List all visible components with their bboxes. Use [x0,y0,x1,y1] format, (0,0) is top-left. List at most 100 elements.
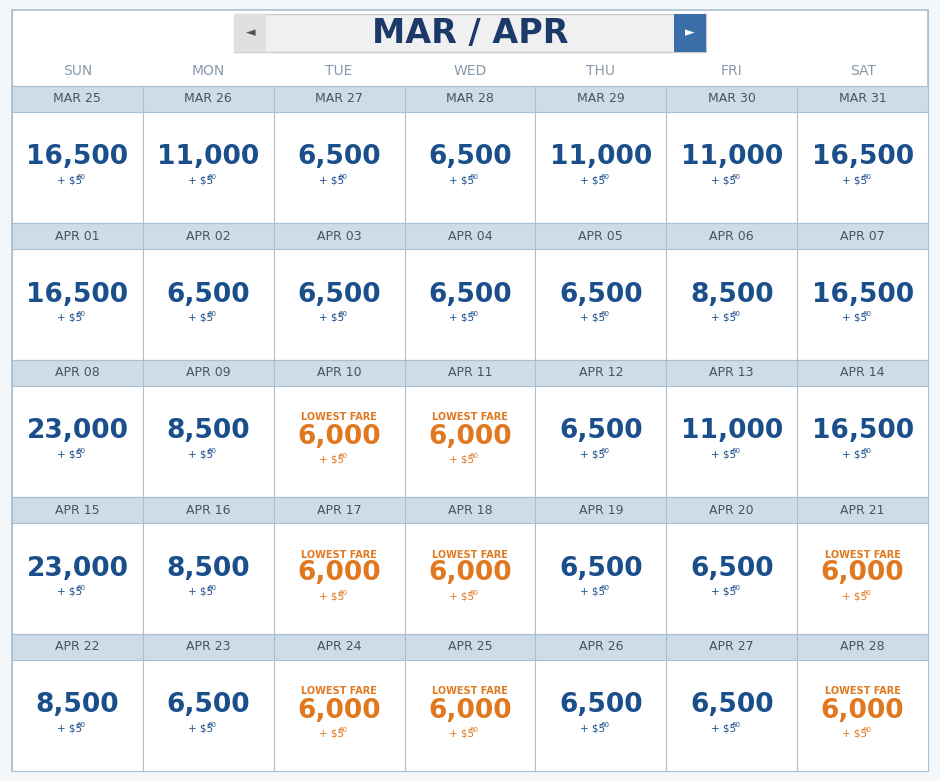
Text: 60: 60 [601,311,609,317]
Text: 60: 60 [77,722,86,728]
Text: APR 25: APR 25 [447,640,493,654]
Text: 6,000: 6,000 [821,697,904,723]
Text: + $5: + $5 [188,312,212,323]
Text: 11,000: 11,000 [681,144,783,170]
Text: + $5: + $5 [580,176,605,186]
Text: + $5: + $5 [56,723,82,733]
Text: APR 27: APR 27 [710,640,754,654]
Text: 60: 60 [469,311,478,317]
Text: 60: 60 [601,722,609,728]
Text: + $5: + $5 [449,729,475,739]
Text: 6,000: 6,000 [429,423,511,450]
Text: 60: 60 [338,311,348,317]
FancyBboxPatch shape [12,86,928,112]
Text: APR 18: APR 18 [447,504,493,516]
Text: MAR / APR: MAR / APR [371,16,569,49]
Text: + $5: + $5 [712,587,736,597]
Text: APR 04: APR 04 [447,230,493,242]
Text: 60: 60 [469,453,478,459]
Text: + $5: + $5 [56,312,82,323]
Text: APR 16: APR 16 [186,504,230,516]
Text: + $5: + $5 [712,450,736,459]
Text: THU: THU [587,64,616,78]
Text: + $5: + $5 [319,312,344,323]
Text: SAT: SAT [850,64,875,78]
Text: APR 09: APR 09 [186,366,230,380]
Text: 16,500: 16,500 [811,281,914,308]
Text: 60: 60 [601,174,609,180]
FancyBboxPatch shape [12,223,928,249]
Text: APR 03: APR 03 [317,230,362,242]
Text: + $5: + $5 [842,450,867,459]
Text: 8,500: 8,500 [36,693,119,719]
FancyBboxPatch shape [12,634,928,660]
Text: 6,000: 6,000 [821,561,904,587]
Text: 60: 60 [469,727,478,733]
FancyBboxPatch shape [12,660,928,771]
Text: 6,000: 6,000 [297,697,381,723]
Text: 6,000: 6,000 [297,423,381,450]
Text: 16,500: 16,500 [26,281,129,308]
Text: 6,000: 6,000 [297,561,381,587]
Text: 6,500: 6,500 [297,144,381,170]
Text: APR 22: APR 22 [55,640,100,654]
Text: APR 17: APR 17 [317,504,362,516]
Text: + $5: + $5 [188,587,212,597]
Text: + $5: + $5 [56,176,82,186]
Text: WED: WED [453,64,487,78]
Text: APR 21: APR 21 [840,504,885,516]
Text: 60: 60 [338,727,348,733]
Text: APR 12: APR 12 [579,366,623,380]
Text: + $5: + $5 [712,312,736,323]
Text: APR 28: APR 28 [840,640,885,654]
FancyBboxPatch shape [12,386,928,497]
Text: 6,500: 6,500 [429,144,511,170]
Text: + $5: + $5 [319,591,344,601]
Text: 60: 60 [731,174,740,180]
Text: APR 01: APR 01 [55,230,100,242]
Text: 60: 60 [601,585,609,591]
Text: APR 15: APR 15 [55,504,100,516]
Text: 6,500: 6,500 [559,419,643,444]
Text: 60: 60 [601,448,609,454]
Text: 6,000: 6,000 [429,697,511,723]
Text: 60: 60 [731,722,740,728]
Text: 60: 60 [731,448,740,454]
Text: + $5: + $5 [319,729,344,739]
Text: + $5: + $5 [319,176,344,186]
Text: ◄: ◄ [245,27,256,40]
Text: 60: 60 [338,174,348,180]
Text: APR 13: APR 13 [710,366,754,380]
Text: 23,000: 23,000 [26,419,129,444]
Text: + $5: + $5 [842,176,867,186]
FancyBboxPatch shape [234,14,706,52]
Text: 16,500: 16,500 [811,144,914,170]
Text: 60: 60 [469,590,478,596]
FancyBboxPatch shape [12,497,928,523]
Text: 6,500: 6,500 [559,281,643,308]
Text: MAR 31: MAR 31 [838,92,886,105]
FancyBboxPatch shape [12,249,928,360]
Text: 60: 60 [77,311,86,317]
Text: 60: 60 [731,311,740,317]
Text: MAR 29: MAR 29 [577,92,625,105]
Text: FRI: FRI [721,64,743,78]
Text: 16,500: 16,500 [26,144,129,170]
Text: ►: ► [684,27,695,40]
Text: + $5: + $5 [188,450,212,459]
Text: LOWEST FARE: LOWEST FARE [824,686,901,697]
FancyBboxPatch shape [674,14,706,52]
Text: 60: 60 [77,448,86,454]
Text: APR 06: APR 06 [710,230,754,242]
Text: APR 23: APR 23 [186,640,230,654]
Text: + $5: + $5 [580,450,605,459]
Text: 60: 60 [731,585,740,591]
Text: 6,500: 6,500 [690,555,774,582]
Text: 60: 60 [338,590,348,596]
Text: MAR 26: MAR 26 [184,92,232,105]
Text: APR 20: APR 20 [710,504,754,516]
Text: LOWEST FARE: LOWEST FARE [432,550,508,559]
Text: LOWEST FARE: LOWEST FARE [432,412,508,423]
Text: 23,000: 23,000 [26,555,129,582]
Text: + $5: + $5 [580,723,605,733]
